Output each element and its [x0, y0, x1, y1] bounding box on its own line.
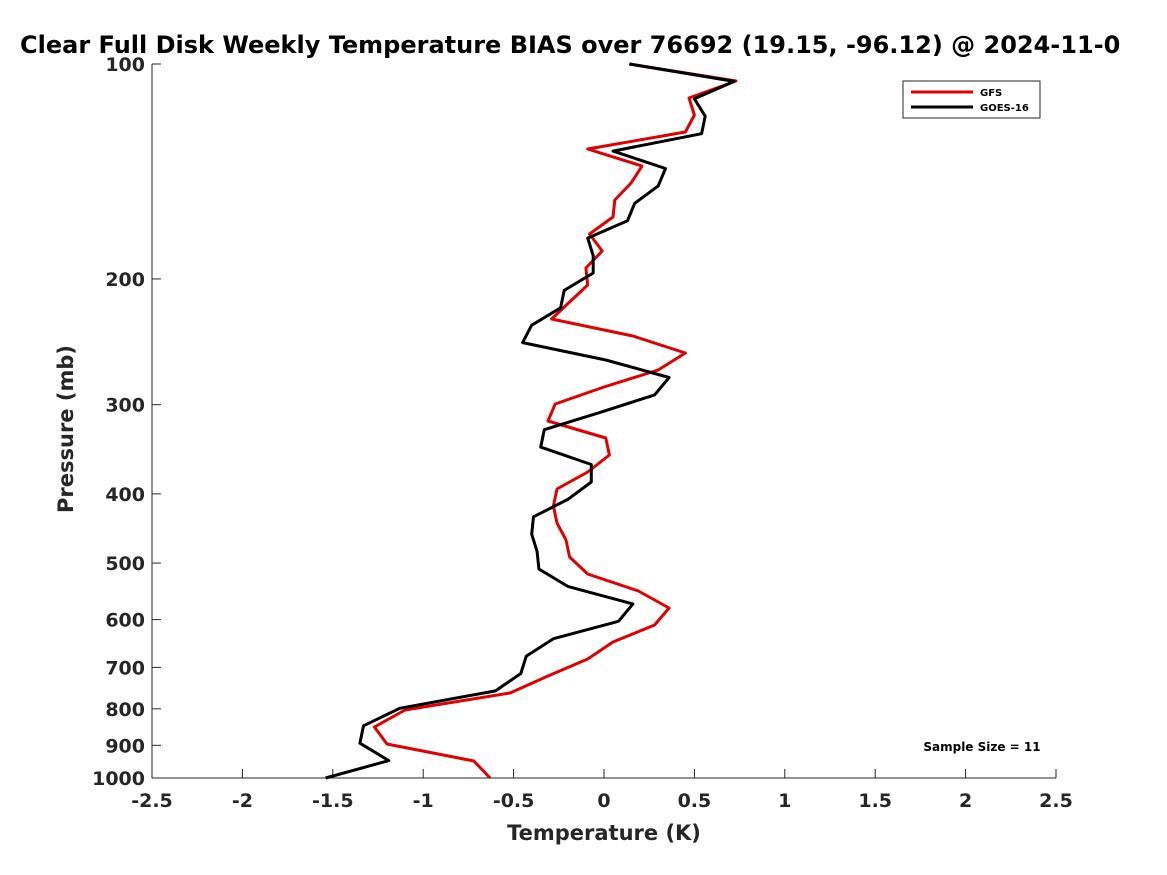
x-tick-label: -1	[413, 790, 434, 812]
plot-frame	[152, 64, 1056, 778]
y-tick-label: 100	[105, 54, 145, 76]
y-tick-label: 700	[105, 657, 145, 679]
x-tick-label: 2.5	[1039, 790, 1073, 812]
y-tick-label: 800	[105, 699, 145, 721]
y-tick-label: 200	[105, 269, 145, 291]
legend-entry-goes-16: GOES-16	[980, 103, 1029, 114]
chart-title: Clear Full Disk Weekly Temperature BIAS …	[20, 31, 1120, 59]
x-axis-label: Temperature (K)	[507, 821, 701, 845]
y-tick-label: 400	[105, 484, 145, 506]
y-tick-label: 600	[105, 610, 145, 632]
y-tick-label: 500	[105, 553, 145, 575]
series-line-goes-16	[325, 62, 736, 780]
y-tick-label: 1000	[92, 768, 145, 790]
axes	[151, 63, 1057, 779]
x-tick-label: -2.5	[131, 790, 173, 812]
chart-legend: GFS GOES-16	[902, 80, 1041, 119]
x-tick-label: -0.5	[493, 790, 535, 812]
legend-box	[902, 80, 1041, 119]
y-axis-label: Pressure (mb)	[54, 345, 78, 513]
x-tick-label: -2	[232, 790, 253, 812]
y-tick-label: 900	[105, 735, 145, 757]
x-tick-label: 1.5	[858, 790, 892, 812]
x-tick-label: 1	[778, 790, 791, 812]
legend-entry-gfs: GFS	[980, 88, 1002, 99]
series-layer	[325, 62, 738, 780]
x-tick-label: 2	[959, 790, 972, 812]
plot-area	[152, 64, 1056, 778]
tick-labels: -2.5 -2 -1.5 -1 -0.5 0 0.5 1 1.5 2 2.5 100 200 300 400…	[92, 54, 1073, 812]
sample-size-annotation: Sample Size = 11	[923, 740, 1040, 754]
x-tick-label: -1.5	[312, 790, 354, 812]
x-tick-label: 0.5	[678, 790, 712, 812]
x-tick-label: 0	[597, 790, 610, 812]
y-tick-label: 300	[105, 395, 145, 417]
series-line-gfs	[372, 62, 738, 780]
